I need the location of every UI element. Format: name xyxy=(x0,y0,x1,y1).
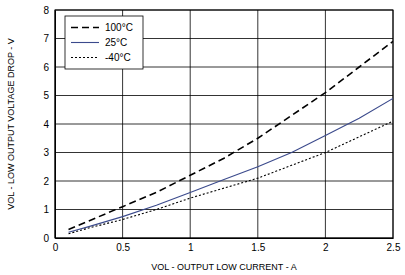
tick-label: 0 xyxy=(43,233,49,244)
series-line xyxy=(69,98,393,232)
axis-line xyxy=(55,11,56,239)
axis-line xyxy=(56,238,394,239)
tick: 2 xyxy=(323,238,329,253)
grid-line xyxy=(55,95,393,96)
tick-label: 6 xyxy=(43,62,49,73)
lines xyxy=(69,41,393,233)
tick-label: 8 xyxy=(43,5,49,16)
plot-frame xyxy=(55,10,393,238)
grid-line xyxy=(55,181,393,182)
y-axis-title: VOL - LOW OUTPUT VOLTAGE DROP - V xyxy=(6,38,16,210)
tick: 4 xyxy=(43,119,55,130)
tick: 1 xyxy=(188,238,194,253)
legend-box xyxy=(65,16,143,69)
tick: 5 xyxy=(43,90,55,101)
legend: 100°C 25°C -40°C xyxy=(65,16,143,69)
legend-swatch xyxy=(71,27,99,29)
tick-label: 1 xyxy=(43,204,49,215)
x-axis: 0 0.5 1 1.5 2 2.5 xyxy=(53,238,401,253)
tick-label: 7 xyxy=(43,33,49,44)
tick-label: 2.5 xyxy=(387,242,401,253)
tick: 0.5 xyxy=(116,238,130,253)
tick-label: 5 xyxy=(43,90,49,101)
tick-label: 0.5 xyxy=(116,242,130,253)
tick-label: 1.5 xyxy=(251,242,265,253)
chart: 0 0.5 1 1.5 2 2.5 0 1 2 3 4 5 6 7 8 100°C 25°C -40°C VOL -… xyxy=(0,0,405,275)
legend-label: 100°C xyxy=(105,22,133,33)
grid-line xyxy=(55,124,393,125)
series-line xyxy=(69,41,393,229)
grid-line xyxy=(55,152,393,153)
tick: 2 xyxy=(43,176,55,187)
tick: 7 xyxy=(43,33,55,44)
tick: 1.5 xyxy=(251,238,265,253)
tick: 8 xyxy=(43,5,55,16)
tick: 0 xyxy=(43,233,55,244)
tick: 1 xyxy=(43,204,55,215)
tick-label: 0 xyxy=(53,242,59,253)
legend-swatch xyxy=(71,57,99,58)
tick: 3 xyxy=(43,147,55,158)
tick: 0 xyxy=(53,238,59,253)
legend-label: 25°C xyxy=(105,37,127,48)
tick-label: 2 xyxy=(43,176,49,187)
series-line xyxy=(69,121,393,234)
tick-label: 1 xyxy=(188,242,194,253)
grid-line xyxy=(55,209,393,210)
x-axis-title: VOL - OUTPUT LOW CURRENT - A xyxy=(151,262,296,272)
tick-label: 3 xyxy=(43,147,49,158)
y-axis: 0 1 2 3 4 5 6 7 8 xyxy=(43,5,55,244)
tick: 2.5 xyxy=(387,238,401,253)
tick: 6 xyxy=(43,62,55,73)
legend-label: -40°C xyxy=(105,52,131,63)
tick-label: 2 xyxy=(323,242,329,253)
plot: 0 0.5 1 1.5 2 2.5 0 1 2 3 4 5 6 7 8 100°C 25°C -40°C xyxy=(43,5,400,253)
grid xyxy=(55,10,393,238)
legend-swatch xyxy=(71,42,99,43)
tick-label: 4 xyxy=(43,119,49,130)
